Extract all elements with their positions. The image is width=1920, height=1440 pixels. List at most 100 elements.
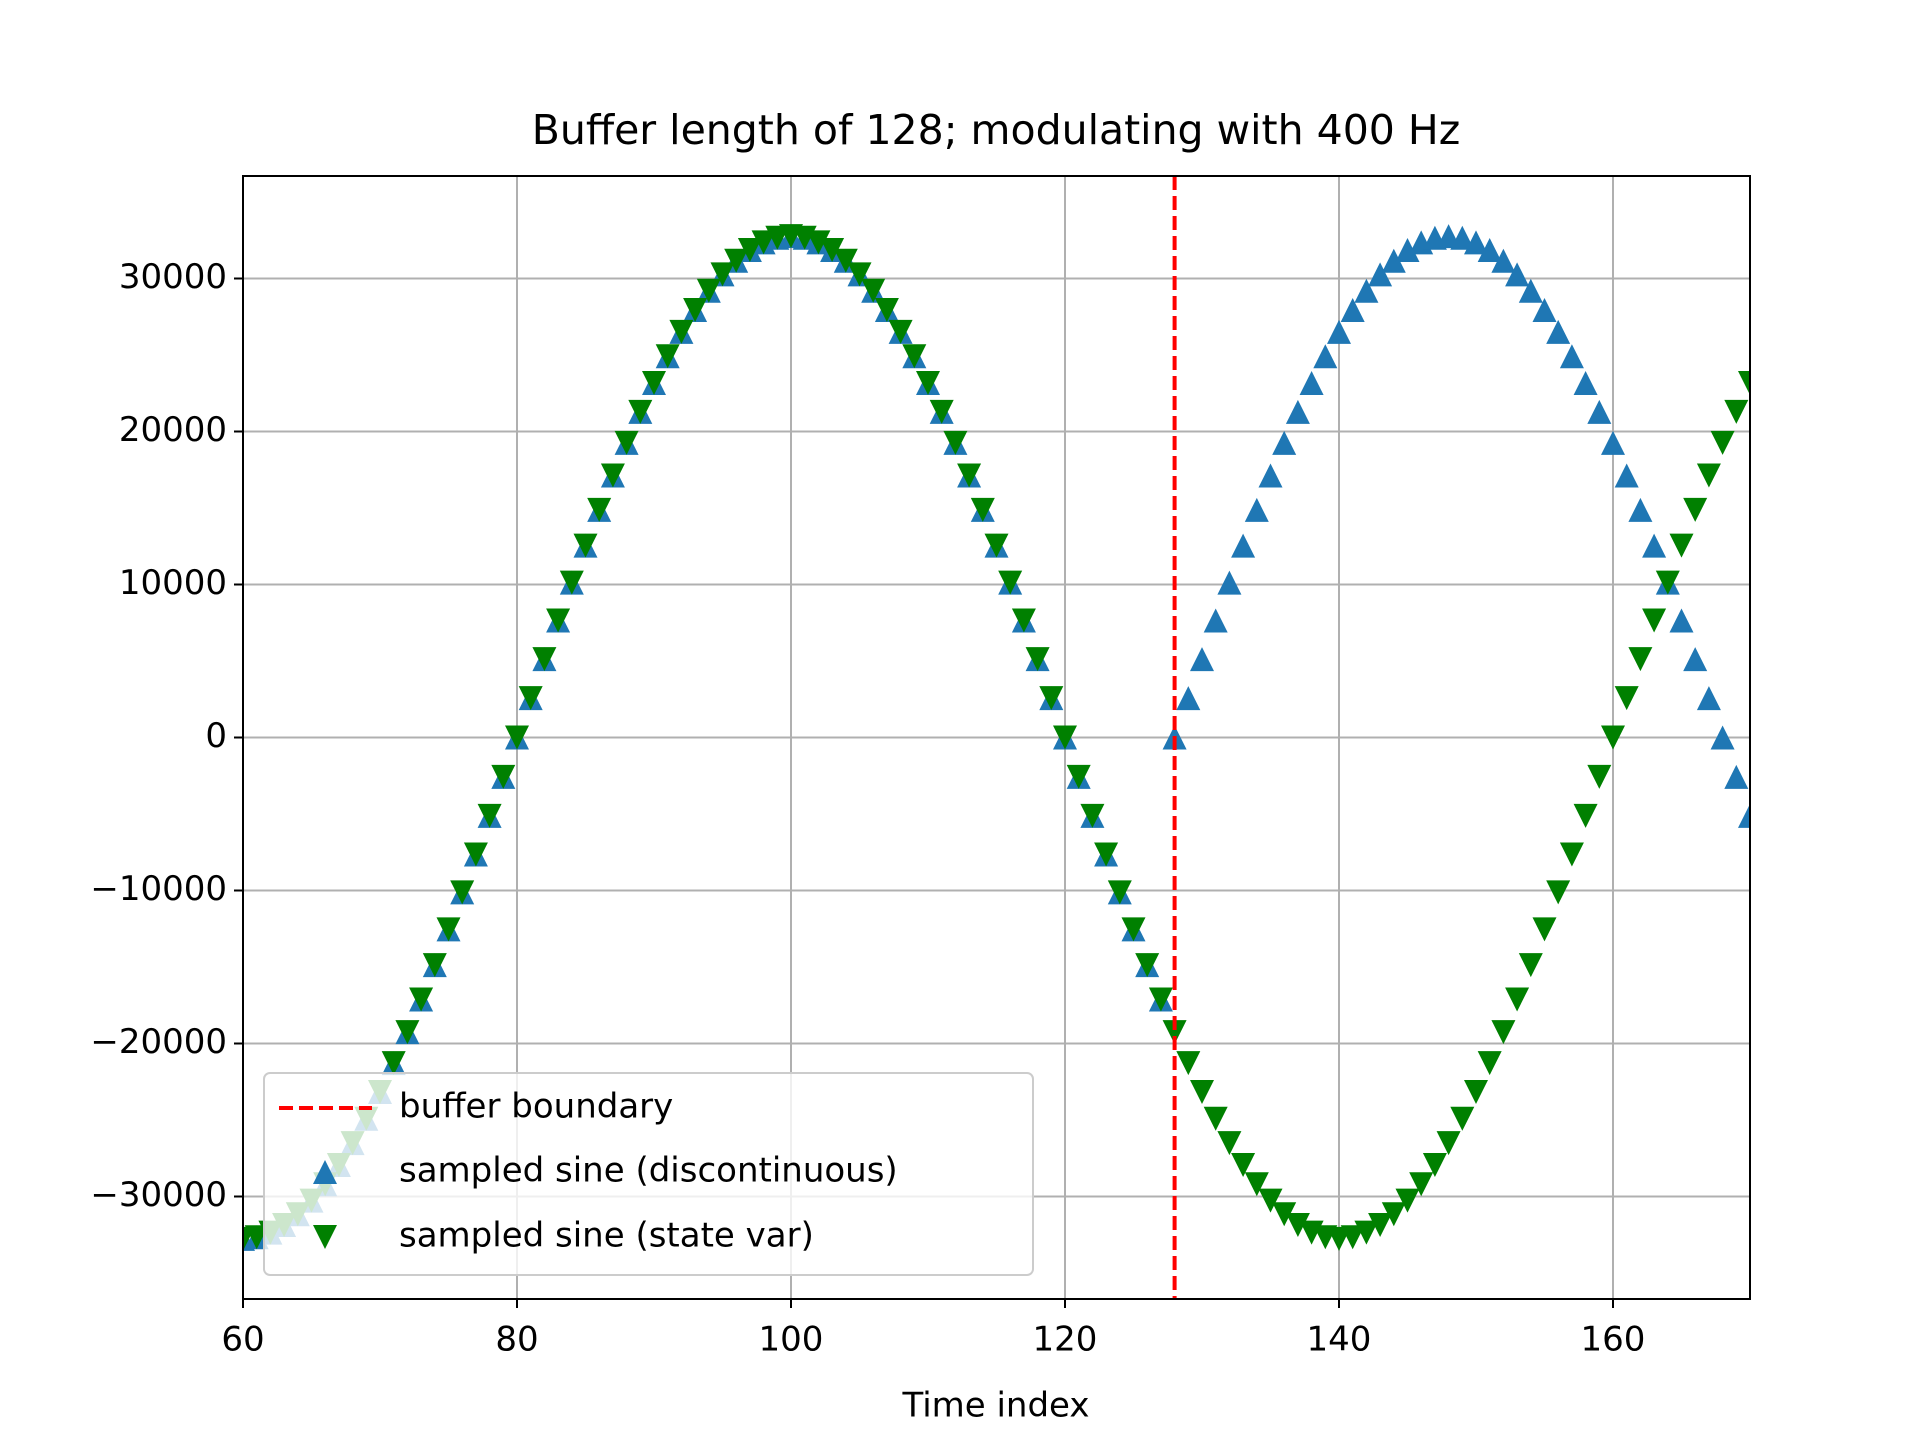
marker — [1011, 608, 1036, 633]
marker — [998, 570, 1023, 595]
marker — [1422, 1152, 1447, 1177]
marker — [1272, 430, 1297, 455]
marker — [710, 262, 735, 287]
marker — [1477, 238, 1502, 263]
marker — [1340, 1225, 1365, 1250]
marker — [1258, 1188, 1283, 1213]
x-tick-label: 60 — [221, 1320, 264, 1360]
marker — [833, 248, 858, 273]
marker — [683, 298, 708, 323]
marker — [957, 463, 982, 488]
marker — [1573, 803, 1598, 828]
legend-handle — [313, 1225, 337, 1249]
marker — [1477, 1051, 1502, 1076]
marker — [1601, 430, 1625, 455]
marker — [642, 371, 666, 396]
marker — [532, 647, 557, 672]
marker — [1354, 278, 1379, 303]
marker — [381, 1051, 406, 1076]
marker — [1231, 1152, 1256, 1177]
marker — [1368, 1212, 1393, 1237]
marker — [1724, 399, 1749, 424]
marker — [1395, 238, 1420, 263]
marker — [1121, 917, 1146, 942]
marker — [1107, 880, 1132, 905]
chart-title: Buffer length of 128; modulating with 40… — [532, 106, 1461, 154]
marker — [1409, 1172, 1434, 1197]
marker — [477, 803, 502, 828]
marker — [724, 248, 749, 273]
marker — [1313, 344, 1338, 369]
marker — [943, 430, 968, 455]
marker — [1025, 647, 1050, 672]
marker — [1559, 842, 1584, 867]
marker — [1340, 298, 1365, 323]
marker — [1532, 298, 1557, 323]
y-tick-label: 10000 — [119, 563, 227, 603]
marker — [1573, 371, 1598, 396]
marker — [559, 570, 584, 595]
x-tick-label: 160 — [1581, 1320, 1646, 1360]
marker — [1683, 497, 1708, 522]
y-tick-label: 20000 — [119, 410, 227, 450]
marker — [1491, 1020, 1516, 1045]
marker — [1190, 647, 1214, 672]
marker — [1518, 278, 1543, 303]
marker — [409, 987, 434, 1012]
marker — [751, 230, 776, 255]
marker — [614, 430, 639, 455]
marker — [463, 842, 488, 867]
marker — [1518, 953, 1543, 978]
marker — [1299, 371, 1324, 396]
marker — [1614, 463, 1639, 488]
marker — [1683, 647, 1708, 672]
marker — [874, 298, 899, 323]
marker — [1696, 463, 1721, 488]
marker — [422, 953, 447, 978]
marker — [450, 880, 475, 905]
marker — [505, 725, 529, 750]
marker — [1738, 803, 1750, 828]
legend-box — [263, 1072, 1034, 1276]
marker — [1381, 1202, 1406, 1227]
marker — [1244, 1172, 1269, 1197]
marker — [1203, 608, 1228, 633]
marker — [806, 230, 831, 255]
marker — [1272, 1202, 1297, 1227]
marker — [1628, 647, 1653, 672]
marker — [1244, 497, 1269, 522]
marker — [1285, 399, 1310, 424]
x-tick-label: 80 — [495, 1320, 538, 1360]
marker — [1039, 686, 1064, 711]
marker — [847, 262, 872, 287]
marker — [1217, 1131, 1242, 1156]
marker — [436, 917, 461, 942]
marker — [1327, 319, 1351, 344]
marker — [1642, 533, 1667, 558]
marker — [1710, 725, 1735, 750]
marker — [1176, 1051, 1201, 1076]
marker — [546, 608, 571, 633]
marker — [1436, 1131, 1461, 1156]
marker — [1669, 533, 1694, 558]
marker — [244, 1225, 269, 1250]
legend-label: sampled sine (discontinuous) — [399, 1151, 898, 1191]
marker — [1587, 764, 1612, 789]
marker — [737, 238, 762, 263]
marker — [1669, 608, 1694, 633]
x-tick-label: 120 — [1033, 1320, 1098, 1360]
axes-frame — [242, 175, 1751, 1300]
marker — [600, 463, 625, 488]
marker — [518, 686, 543, 711]
marker — [1601, 725, 1625, 750]
marker — [1587, 399, 1612, 424]
x-tick-label: 100 — [759, 1320, 824, 1360]
marker — [1505, 262, 1530, 287]
marker — [1354, 1220, 1379, 1245]
marker — [655, 344, 680, 369]
y-tick-label: −20000 — [90, 1022, 227, 1062]
legend-label: buffer boundary — [399, 1087, 673, 1127]
marker — [929, 399, 954, 424]
marker — [1381, 248, 1406, 273]
marker — [1285, 1212, 1310, 1237]
